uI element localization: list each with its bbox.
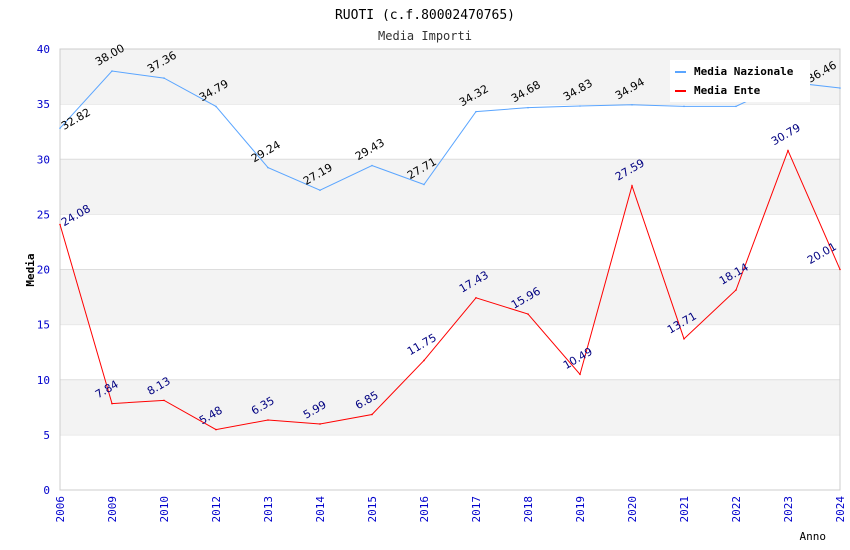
data-point [631,103,633,106]
data-point [475,297,477,299]
x-tick-label: 2009 [106,496,119,523]
legend: Media Nazionale Media Ente [670,60,810,102]
x-tick-label: 2013 [262,496,275,523]
y-tick-label: 40 [37,43,50,56]
x-tick-label: 2017 [470,496,483,523]
data-point [111,70,113,72]
data-point [163,77,165,79]
data-label: 32.82 [59,106,93,133]
chart-subtitle: Media Importi [378,29,472,43]
data-point [683,338,685,340]
data-point [111,402,113,405]
data-point [527,106,529,109]
data-point [319,423,321,425]
data-point [371,413,373,416]
data-point [163,399,165,402]
x-tick-label: 2006 [54,496,67,523]
y-axis-label: Media [24,253,37,286]
x-tick-label: 2021 [678,496,691,523]
data-point [839,87,841,89]
x-tick-label: 2020 [626,496,639,523]
x-tick-label: 2019 [574,496,587,523]
data-point [59,127,61,129]
data-label: 11.75 [405,331,439,358]
grid-band [60,269,840,325]
data-point [267,166,269,169]
data-point [215,428,217,431]
y-tick-label: 0 [43,484,50,497]
y-tick-label: 20 [37,264,50,277]
x-tick-label: 2014 [314,496,327,523]
x-tick-label: 2023 [782,496,795,523]
data-point [215,105,217,108]
grid-band [60,159,840,215]
legend-label-nazionale: Media Nazionale [694,65,794,78]
legend-label-ente: Media Ente [694,84,761,97]
data-point [319,189,321,192]
data-point [579,373,581,376]
data-point [579,105,581,107]
series-line-nazionale [59,70,841,191]
data-point [475,110,477,113]
data-point [735,105,737,108]
chart-title: RUOTI (c.f.80002470765) [335,8,515,23]
y-tick-label: 30 [37,153,50,166]
grid-band [60,379,840,435]
data-label: 10.49 [561,345,595,372]
data-label: 20.01 [805,240,839,267]
x-tick-label: 2016 [418,496,431,523]
data-point [631,185,633,187]
data-point [787,149,789,152]
data-point [267,419,269,421]
data-label: 30.79 [769,121,803,148]
x-tick-label: 2010 [158,496,171,523]
data-point [423,359,425,362]
series-line-ente [59,149,841,431]
y-tick-label: 25 [37,208,50,221]
data-point [683,105,685,108]
y-tick-label: 35 [37,98,50,111]
data-point [59,223,61,226]
x-tick-label: 2024 [834,496,847,523]
y-tick-label: 10 [37,374,50,387]
x-tick-label: 2015 [366,496,379,523]
x-axis-label: Anno [800,530,827,543]
x-tick-label: 2012 [210,496,223,523]
data-point [527,313,529,315]
y-tick-label: 5 [43,429,50,442]
y-tick-label: 15 [37,319,50,332]
data-point [371,164,373,167]
data-point [735,289,737,291]
data-point [423,183,425,186]
x-tick-label: 2022 [730,496,743,523]
x-tick-label: 2018 [522,496,535,523]
data-point [839,268,841,271]
